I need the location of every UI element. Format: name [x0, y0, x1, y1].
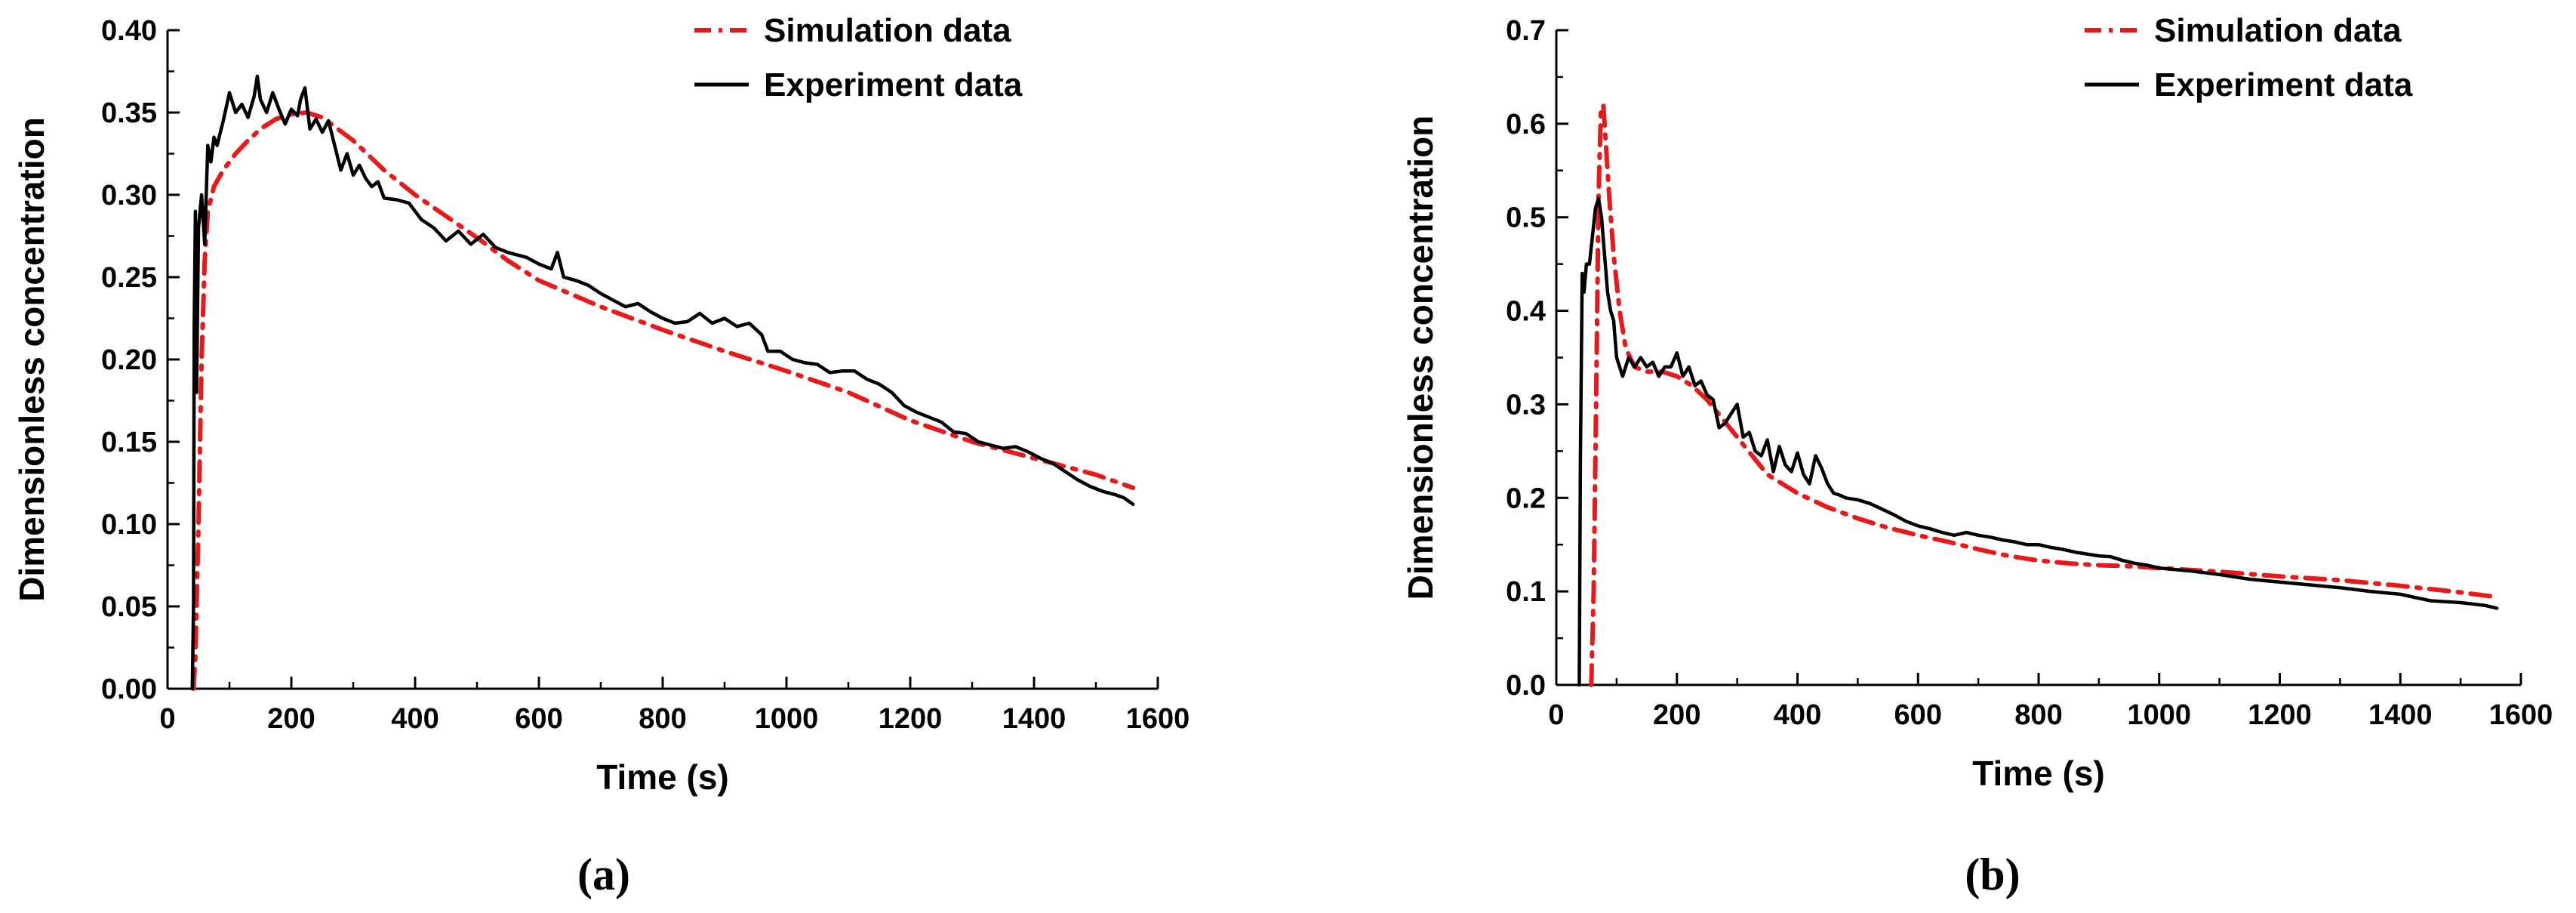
legend-label: Experiment data — [2154, 66, 2413, 103]
y-tick-label: 0.00 — [101, 674, 157, 705]
y-tick-label: 0.30 — [101, 180, 157, 211]
y-tick-label: 0.15 — [101, 427, 157, 458]
y-tick-label: 0.35 — [101, 97, 157, 129]
y-tick-label: 0.5 — [1506, 202, 1546, 234]
x-tick-label: 800 — [2014, 699, 2062, 731]
y-tick-label: 0.10 — [101, 509, 157, 541]
legend-label: Simulation data — [2154, 12, 2402, 49]
x-axis-title: Time (s) — [596, 757, 729, 797]
y-tick-label: 0.05 — [101, 591, 157, 623]
experiment-data-line — [1577, 196, 2499, 687]
legend-label: Experiment data — [764, 66, 1023, 103]
y-axis-title: Dimensionless concentration — [12, 117, 51, 602]
x-tick-label: 800 — [639, 703, 686, 735]
panel-label: (a) — [577, 850, 630, 899]
x-tick-label: 1400 — [1002, 703, 1066, 735]
experiment-data-line — [190, 74, 1135, 691]
x-tick-label: 1600 — [1126, 703, 1190, 735]
y-tick-label: 0.25 — [101, 262, 157, 294]
y-tick-label: 0.7 — [1506, 15, 1546, 47]
chart-panel-b: 0.0 0.1 0.2 0.3 0.4 0.5 0.6 0.7 0 200 400 600 800 100… — [1401, 12, 2553, 899]
legend-label: Simulation data — [764, 12, 1011, 49]
y-tick-label: 0.40 — [101, 15, 157, 47]
y-tick-label: 0.6 — [1506, 109, 1546, 140]
x-tick-label: 1000 — [755, 703, 819, 735]
x-tick-label: 1000 — [2127, 699, 2191, 731]
x-tick-label: 600 — [515, 703, 562, 735]
x-tick-label: 200 — [1653, 699, 1700, 731]
panel-label: (b) — [1965, 850, 2020, 899]
x-tick-label: 1200 — [2248, 699, 2312, 731]
x-tick-label: 200 — [267, 703, 315, 735]
x-tick-label: 400 — [1774, 699, 1821, 731]
x-tick-label: 1600 — [2489, 699, 2553, 731]
y-tick-label: 0.1 — [1506, 576, 1546, 608]
chart-panel-a: 0.00 0.05 0.10 0.15 0.20 0.25 0.30 0.35 0.40 0 200… — [12, 12, 1190, 899]
x-axis-title: Time (s) — [1972, 754, 2105, 793]
y-tick-label: 0.0 — [1506, 670, 1546, 702]
y-tick-label: 0.4 — [1506, 296, 1546, 328]
simulation-data-line — [1589, 103, 2500, 687]
x-tick-label: 400 — [391, 703, 439, 735]
simulation-data-line — [191, 110, 1136, 691]
y-tick-label: 0.2 — [1506, 483, 1546, 514]
y-tick-label: 0.3 — [1506, 389, 1546, 421]
x-tick-label: 1400 — [2368, 699, 2433, 731]
x-tick-label: 0 — [1548, 699, 1564, 731]
y-tick-label: 0.20 — [101, 344, 157, 376]
x-tick-label: 600 — [1894, 699, 1942, 731]
x-tick-label: 1200 — [879, 703, 943, 735]
y-axis-title: Dimensionless concentration — [1401, 116, 1440, 600]
x-tick-label: 0 — [159, 703, 175, 735]
